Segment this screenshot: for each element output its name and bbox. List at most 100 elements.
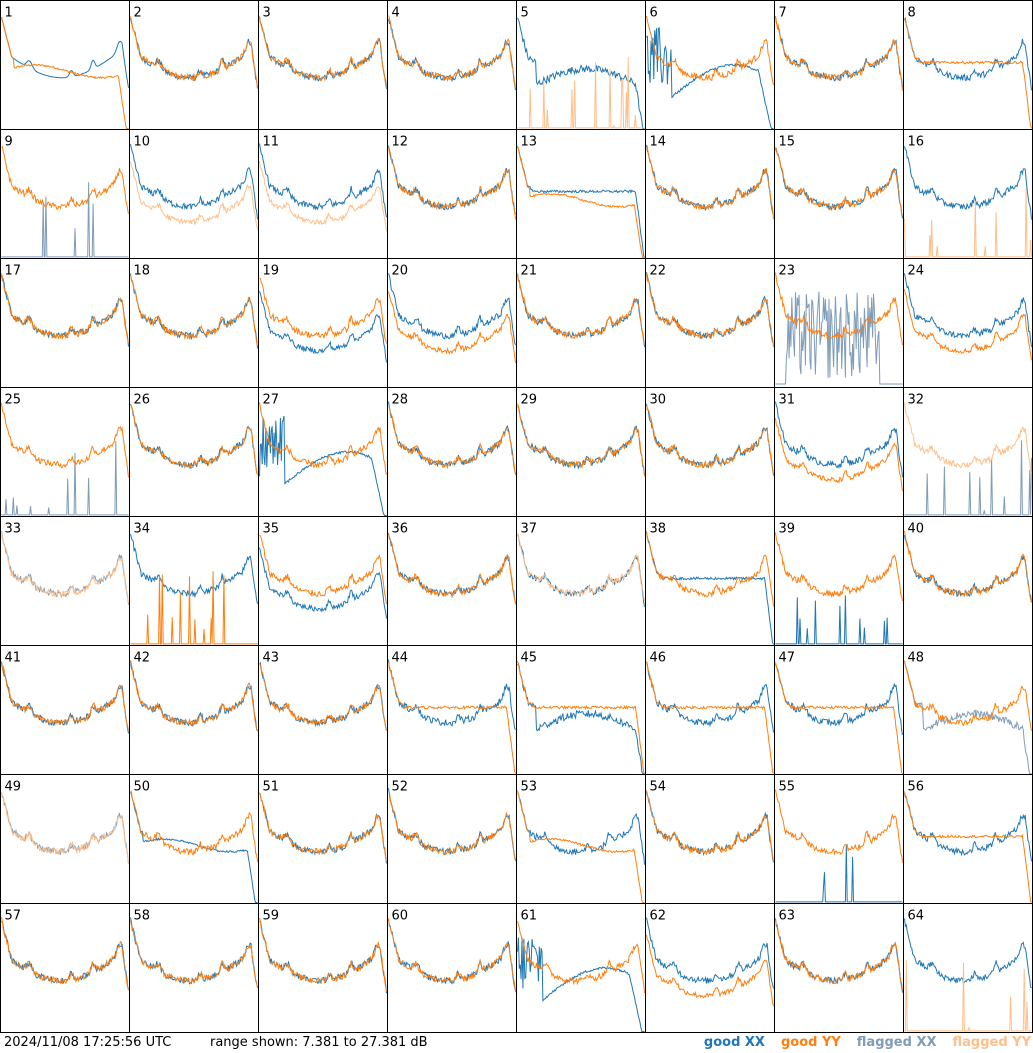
series-yy-64 bbox=[904, 960, 1032, 1032]
series-xx-36 bbox=[388, 533, 516, 603]
panel-label: 45 bbox=[521, 651, 538, 666]
panel-label: 24 bbox=[908, 264, 925, 279]
series-xx-63 bbox=[775, 918, 903, 993]
panel-label: 19 bbox=[263, 264, 280, 279]
panel-label: 22 bbox=[650, 264, 667, 279]
panel-label: 61 bbox=[521, 909, 538, 924]
series-yy-59 bbox=[259, 917, 387, 992]
panel-36: 36 bbox=[387, 516, 517, 646]
series-yy-5 bbox=[517, 57, 645, 129]
panel-25: 25 bbox=[0, 387, 130, 517]
panel-label: 47 bbox=[779, 651, 796, 666]
panel-label: 30 bbox=[650, 393, 667, 408]
panel-label: 35 bbox=[263, 522, 280, 537]
series-xx-55 bbox=[775, 845, 903, 903]
series-yy-49 bbox=[1, 791, 129, 865]
panel-38: 38 bbox=[645, 516, 775, 646]
series-yy-16 bbox=[904, 188, 1032, 258]
panel-label: 29 bbox=[521, 393, 538, 408]
series-xx-20 bbox=[388, 273, 516, 346]
panel-2: 2 bbox=[129, 0, 259, 130]
series-yy-55 bbox=[775, 789, 903, 863]
panel-1: 1 bbox=[0, 0, 130, 130]
series-yy-35 bbox=[259, 534, 387, 605]
panel-label: 52 bbox=[392, 780, 409, 795]
series-xx-58 bbox=[130, 917, 258, 988]
series-yy-20 bbox=[388, 291, 516, 364]
panel-55: 55 bbox=[774, 774, 904, 904]
panel-43: 43 bbox=[258, 645, 388, 775]
panel-53: 53 bbox=[516, 774, 646, 904]
series-xx-42 bbox=[130, 661, 258, 732]
series-yy-57 bbox=[1, 917, 129, 991]
panel-47: 47 bbox=[774, 645, 904, 775]
panel-64: 64 bbox=[903, 903, 1033, 1033]
series-xx-11 bbox=[259, 143, 387, 218]
series-yy-13 bbox=[517, 146, 645, 258]
series-yy-60 bbox=[388, 918, 516, 993]
series-yy-47 bbox=[775, 662, 903, 774]
panel-62: 62 bbox=[645, 903, 775, 1033]
panel-label: 57 bbox=[5, 909, 22, 924]
panel-label: 54 bbox=[650, 780, 667, 795]
panel-63: 63 bbox=[774, 903, 904, 1033]
series-xx-32 bbox=[904, 440, 1032, 516]
series-xx-21 bbox=[517, 274, 645, 348]
series-xx-41 bbox=[1, 661, 129, 734]
panel-label: 11 bbox=[263, 135, 280, 150]
series-yy-51 bbox=[259, 792, 387, 863]
panel-26: 26 bbox=[129, 387, 259, 517]
panel-label: 53 bbox=[521, 780, 538, 795]
panel-46: 46 bbox=[645, 645, 775, 775]
series-xx-4 bbox=[388, 18, 516, 91]
series-yy-58 bbox=[130, 920, 258, 989]
panel-label: 6 bbox=[650, 6, 658, 21]
series-xx-31 bbox=[775, 401, 903, 478]
panel-22: 22 bbox=[645, 258, 775, 388]
panel-label: 63 bbox=[779, 909, 796, 924]
series-yy-54 bbox=[646, 790, 774, 863]
panel-label: 49 bbox=[5, 780, 22, 795]
series-xx-1 bbox=[1, 17, 129, 88]
panel-label: 56 bbox=[908, 780, 925, 795]
series-yy-10 bbox=[130, 161, 258, 230]
panel-label: 28 bbox=[392, 393, 409, 408]
legend-flagged-xx: flagged XX bbox=[856, 1035, 937, 1050]
series-yy-29 bbox=[517, 403, 645, 477]
series-xx-64 bbox=[904, 918, 1032, 989]
series-yy-61 bbox=[517, 921, 645, 994]
series-yy-52 bbox=[388, 790, 516, 860]
panel-9: 9 bbox=[0, 129, 130, 259]
panel-label: 8 bbox=[908, 6, 916, 21]
panel-56: 56 bbox=[903, 774, 1033, 904]
panel-5: 5 bbox=[516, 0, 646, 130]
panel-44: 44 bbox=[387, 645, 517, 775]
series-xx-56 bbox=[904, 793, 1032, 862]
panel-border bbox=[0, 0, 130, 130]
panel-52: 52 bbox=[387, 774, 517, 904]
panel-39: 39 bbox=[774, 516, 904, 646]
panel-11: 11 bbox=[258, 129, 388, 259]
panel-label: 4 bbox=[392, 6, 400, 21]
series-yy-17 bbox=[1, 273, 129, 344]
series-xx-62 bbox=[646, 917, 774, 989]
series-xx-37 bbox=[517, 534, 645, 607]
panel-58: 58 bbox=[129, 903, 259, 1033]
panel-27: 27 bbox=[258, 387, 388, 517]
series-xx-59 bbox=[259, 920, 387, 994]
panel-54: 54 bbox=[645, 774, 775, 904]
series-xx-17 bbox=[1, 274, 129, 347]
series-yy-31 bbox=[775, 417, 903, 492]
panel-label: 32 bbox=[908, 393, 925, 408]
panel-60: 60 bbox=[387, 903, 517, 1033]
series-xx-49 bbox=[1, 793, 129, 865]
series-xx-26 bbox=[130, 403, 258, 473]
panel-label: 10 bbox=[134, 135, 151, 150]
series-yy-4 bbox=[388, 15, 516, 88]
panel-20: 20 bbox=[387, 258, 517, 388]
panel-border bbox=[258, 0, 388, 130]
series-yy-24 bbox=[904, 289, 1032, 361]
panel-label: 58 bbox=[134, 909, 151, 924]
series-xx-39 bbox=[775, 595, 903, 645]
